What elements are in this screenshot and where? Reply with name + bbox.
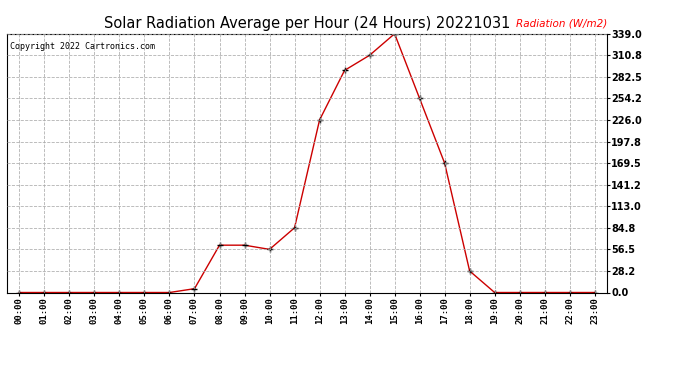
- Text: Copyright 2022 Cartronics.com: Copyright 2022 Cartronics.com: [10, 42, 155, 51]
- Text: Radiation (W/m2): Radiation (W/m2): [516, 19, 607, 28]
- Title: Solar Radiation Average per Hour (24 Hours) 20221031: Solar Radiation Average per Hour (24 Hou…: [104, 16, 510, 31]
